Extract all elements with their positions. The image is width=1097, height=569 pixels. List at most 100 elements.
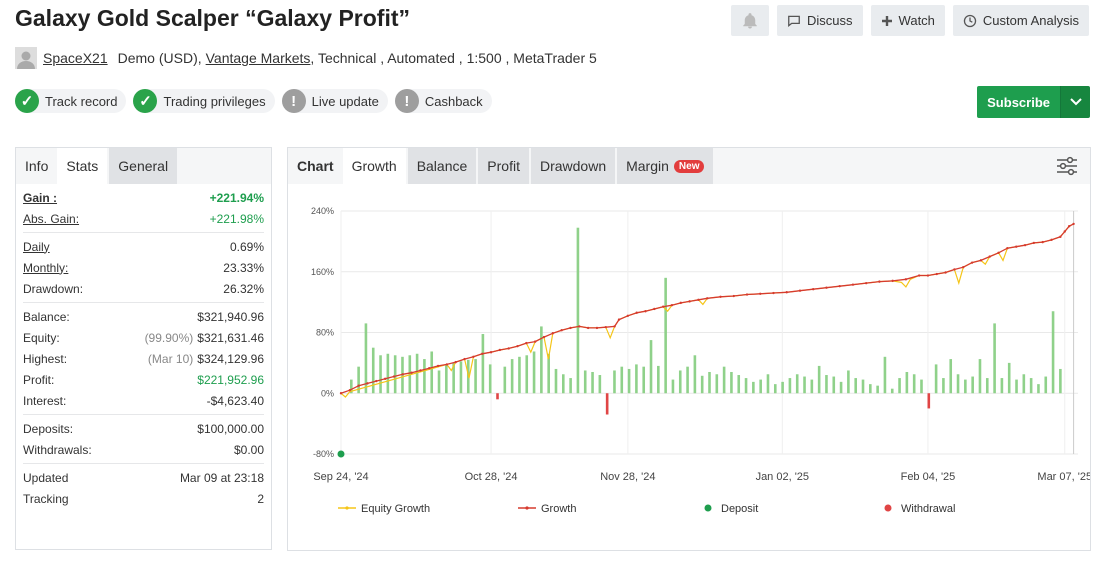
- subscribe-button[interactable]: Subscribe: [977, 86, 1060, 118]
- daily-bar: [759, 379, 762, 394]
- legend-growth-dot: [525, 506, 529, 510]
- stat-label[interactable]: Monthly:: [23, 260, 69, 275]
- legend-growth: Growth: [541, 503, 576, 515]
- daily-bar: [737, 375, 741, 394]
- daily-bar: [437, 370, 441, 394]
- daily-bar: [649, 340, 653, 394]
- tab-profit[interactable]: Profit: [478, 148, 529, 184]
- growth-point: [525, 341, 528, 345]
- daily-bar: [766, 374, 770, 394]
- growth-point: [953, 268, 956, 271]
- y-tick-label: 160%: [311, 267, 334, 277]
- bell-icon: [743, 12, 757, 28]
- verification-badges: ✓ Track record ✓ Trading privileges ! Li…: [15, 89, 492, 113]
- stat-value: $321,940.96: [197, 309, 264, 324]
- daily-bar: [554, 368, 558, 394]
- growth-point: [410, 371, 413, 374]
- stat-label[interactable]: Abs. Gain:: [23, 211, 80, 226]
- daily-bars: [350, 227, 1062, 415]
- growth-point: [533, 340, 537, 343]
- stat-value: $321,631.46: [197, 330, 264, 345]
- custom-analysis-button[interactable]: Custom Analysis: [952, 5, 1089, 36]
- account-type: Demo (USD),: [117, 50, 202, 66]
- stat-label[interactable]: Gain :: [23, 190, 58, 205]
- author-link[interactable]: SpaceX21: [43, 50, 108, 66]
- growth-point: [851, 283, 855, 286]
- growth-point: [578, 325, 581, 328]
- signal-details: , Technical , Automated , 1:500 , MetaTr…: [310, 50, 597, 66]
- daily-bar: [657, 365, 660, 394]
- daily-bar: [583, 370, 587, 394]
- tab-info[interactable]: Info: [25, 158, 49, 174]
- y-tick-label: 80%: [316, 328, 334, 338]
- growth-point: [1032, 241, 1036, 245]
- stat-value: 2: [257, 491, 264, 506]
- daily-bar: [964, 379, 967, 394]
- check-icon: ✓: [15, 89, 39, 113]
- daily-bar: [540, 326, 543, 394]
- discuss-button[interactable]: Discuss: [777, 5, 863, 36]
- daily-bar: [664, 277, 667, 394]
- stat-profit: Profit: $221,952.96: [23, 369, 264, 390]
- legend-equity-dot: [345, 506, 349, 510]
- growth-point: [653, 307, 656, 311]
- growth-point: [445, 363, 449, 366]
- badge-live-update[interactable]: ! Live update: [281, 89, 388, 113]
- chart-settings-button[interactable]: [1056, 156, 1078, 181]
- daily-bar: [876, 385, 879, 394]
- growth-point: [697, 298, 700, 302]
- equity-growth-line: [340, 223, 1074, 398]
- growth-point: [962, 265, 965, 269]
- growth-point: [392, 375, 396, 378]
- growth-point: [904, 278, 908, 281]
- daily-bar: [371, 347, 375, 394]
- badge-track-record[interactable]: ✓ Track record: [15, 89, 127, 113]
- page-title: Galaxy Gold Scalper “Galaxy Profit”: [15, 5, 410, 31]
- legend-withdrawal-dot: [884, 504, 892, 512]
- broker-link[interactable]: Vantage Markets: [205, 50, 311, 66]
- notify-button[interactable]: [731, 5, 770, 36]
- badge-trading-privileges[interactable]: ✓ Trading privileges: [133, 89, 275, 113]
- x-tick-label: Nov 28, '24: [600, 471, 655, 483]
- growth-point: [864, 281, 868, 285]
- tab-stats[interactable]: Stats: [57, 148, 108, 184]
- watch-button[interactable]: Watch: [870, 5, 945, 36]
- daily-bar: [773, 384, 777, 394]
- badge-cashback[interactable]: ! Cashback: [394, 89, 492, 113]
- deposit-marker: [337, 450, 345, 458]
- daily-bar: [620, 366, 624, 394]
- tab-drawdown[interactable]: Drawdown: [530, 148, 616, 184]
- growth-point: [383, 377, 387, 381]
- chart-panel: Chart Growth Balance Profit Drawdown Mar…: [287, 147, 1091, 551]
- daily-bar: [350, 379, 353, 394]
- plus-icon: [881, 15, 892, 26]
- daily-bar: [569, 378, 572, 394]
- growth-point: [472, 355, 475, 358]
- stats-list: Gain : +221.94% Abs. Gain: +221.98% Dail…: [16, 184, 271, 512]
- tab-general[interactable]: General: [109, 148, 178, 184]
- daily-bar: [722, 366, 726, 394]
- growth-point: [595, 326, 599, 330]
- daily-bar: [700, 375, 704, 394]
- x-axis: Sep 24, '24 Oct 28, '24 Nov 28, '24 Jan 02,…: [313, 471, 1090, 483]
- tab-balance[interactable]: Balance: [407, 148, 477, 184]
- stat-note: (Mar 10): [147, 351, 194, 366]
- subscribe-dropdown[interactable]: [1060, 86, 1090, 118]
- growth-point: [428, 366, 431, 370]
- badge-label: Cashback: [424, 93, 483, 109]
- stat-tracking: Tracking 2: [23, 488, 264, 509]
- watch-label: Watch: [898, 13, 935, 28]
- stat-label[interactable]: Daily: [23, 239, 50, 254]
- chart-lines: [337, 222, 1075, 458]
- growth-point: [339, 392, 343, 395]
- tab-margin[interactable]: Margin New: [617, 148, 714, 184]
- daily-bar: [1029, 378, 1033, 394]
- stat-value: $0.00: [233, 442, 264, 457]
- daily-bar: [978, 359, 982, 394]
- growth-point: [838, 284, 841, 288]
- daily-bar: [832, 376, 836, 394]
- tab-growth[interactable]: Growth: [342, 148, 406, 184]
- growth-point: [454, 360, 457, 364]
- daily-bar: [678, 370, 682, 394]
- legend-deposit-dot: [704, 504, 712, 512]
